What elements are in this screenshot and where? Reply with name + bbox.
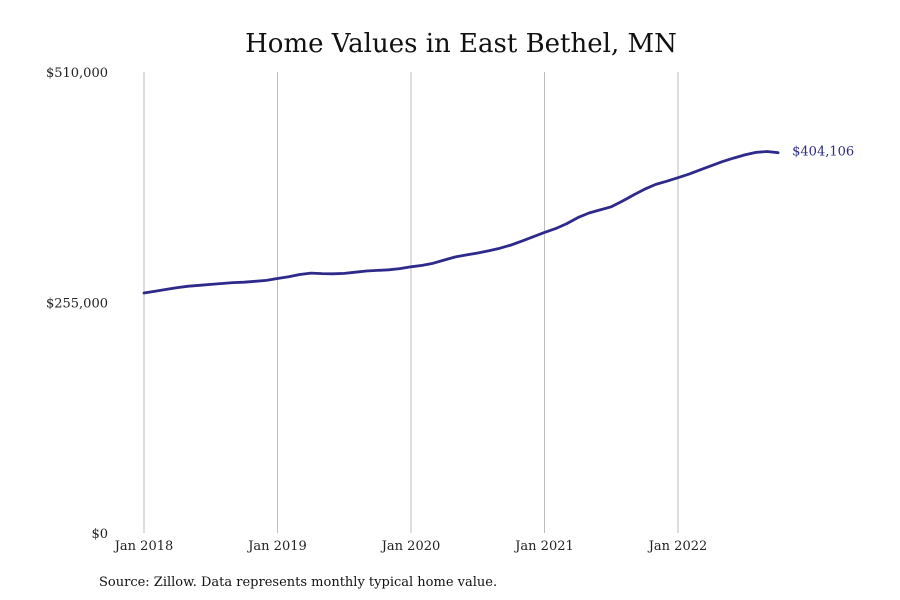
y-tick-label: $255,000 <box>46 297 108 312</box>
x-tick-label: Jan 2020 <box>380 539 441 554</box>
x-axis-ticks: Jan 2018 Jan 2019 Jan 2020 Jan 2021 Jan 2022 <box>113 539 708 554</box>
grid-lines <box>143 72 679 533</box>
series-line <box>142 150 780 295</box>
x-tick-label: Jan 2018 <box>113 539 174 554</box>
x-tick-label: Jan 2022 <box>647 539 708 554</box>
source-note: Source: Zillow. Data represents monthly … <box>99 575 497 590</box>
end-value-label: $404,106 <box>792 145 854 160</box>
y-axis-ticks: $510,000 $255,000 $0 <box>46 66 108 542</box>
y-tick-label: $510,000 <box>46 66 108 81</box>
chart-title: Home Values in East Bethel, MN <box>245 29 677 59</box>
x-tick-label: Jan 2021 <box>513 539 574 554</box>
y-tick-label: $0 <box>91 527 108 542</box>
x-tick-label: Jan 2019 <box>246 539 307 554</box>
